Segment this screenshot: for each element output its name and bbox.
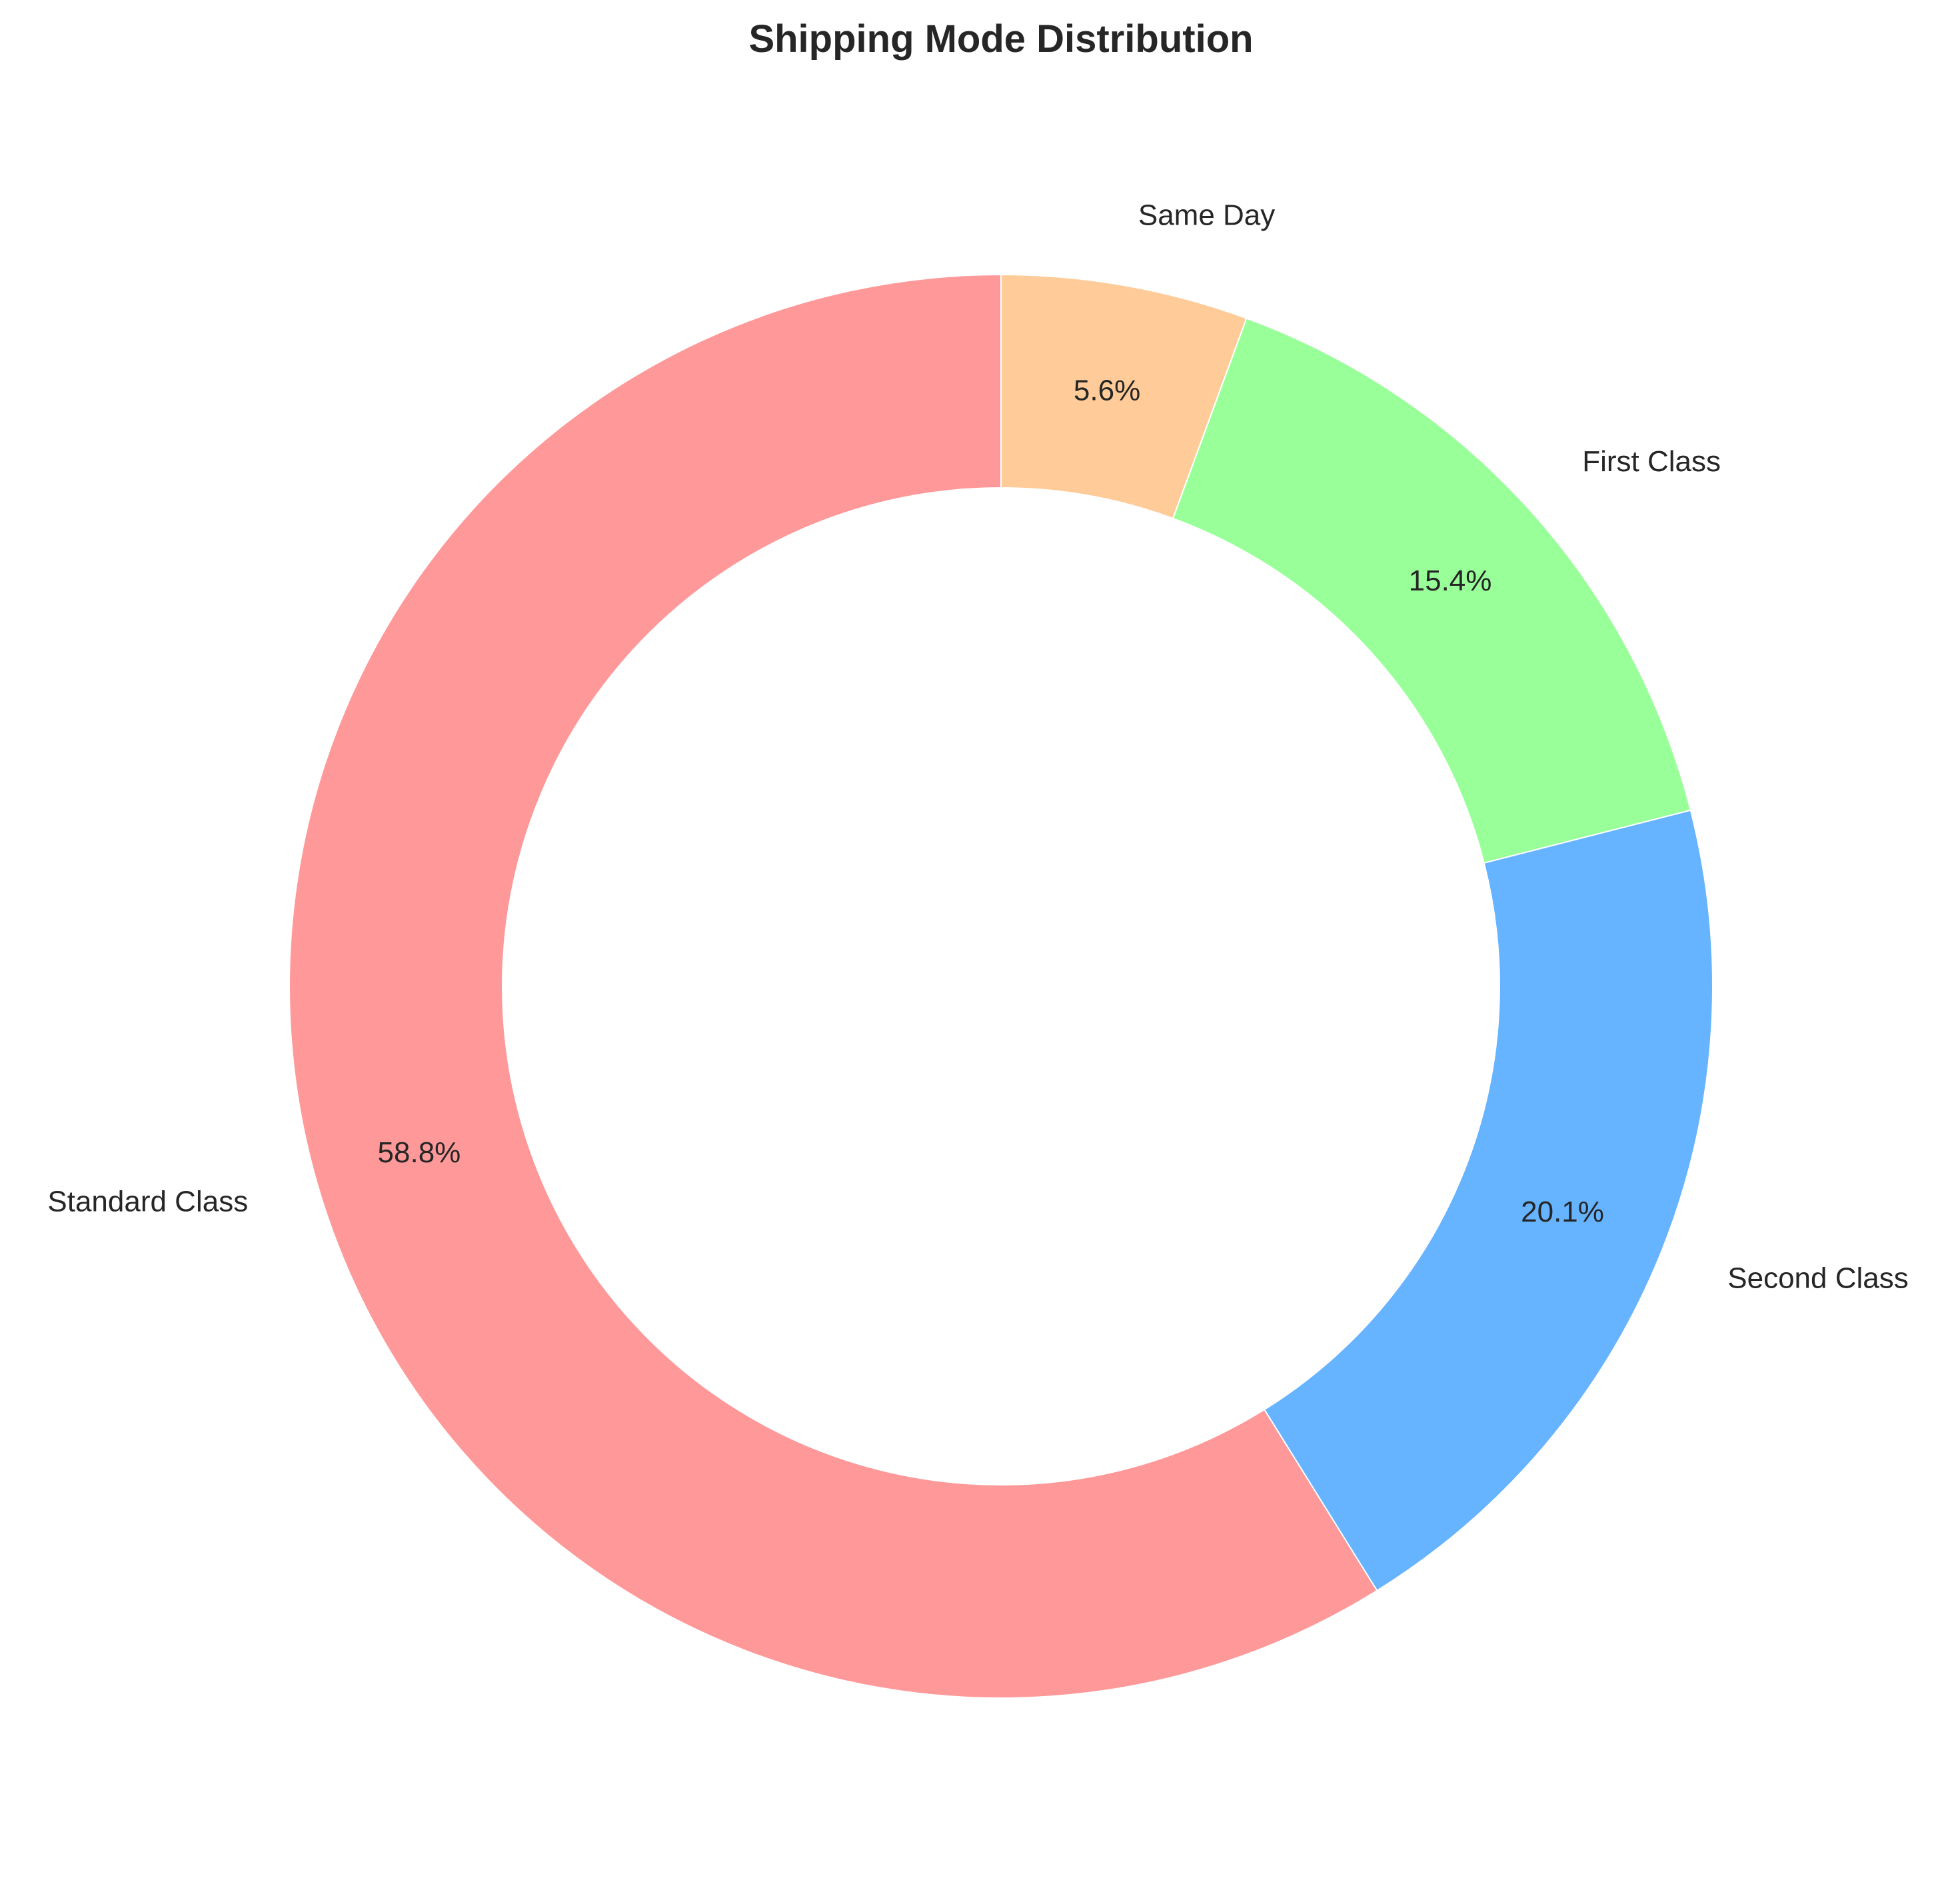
category-label-same-day: Same Day <box>1138 199 1275 232</box>
slice-second-class <box>1263 809 1713 1592</box>
category-label-standard-class: Standard Class <box>47 1185 248 1218</box>
pct-label-second-class: 20.1% <box>1521 1196 1604 1228</box>
pct-label-standard-class: 58.8% <box>378 1136 461 1169</box>
slices-layer <box>288 273 1713 1699</box>
slice-first-class <box>1172 317 1692 864</box>
category-label-second-class: Second Class <box>1727 1262 1908 1295</box>
slice-standard-class <box>288 273 1378 1699</box>
labels-layer: 5.6% Same Day 15.4% First Class 20.1% Second … <box>47 199 1908 1295</box>
category-label-first-class: First Class <box>1582 445 1721 478</box>
chart-title: Shipping Mode Distribution <box>748 17 1253 61</box>
pct-label-first-class: 15.4% <box>1409 564 1492 597</box>
pct-label-same-day: 5.6% <box>1074 375 1140 407</box>
